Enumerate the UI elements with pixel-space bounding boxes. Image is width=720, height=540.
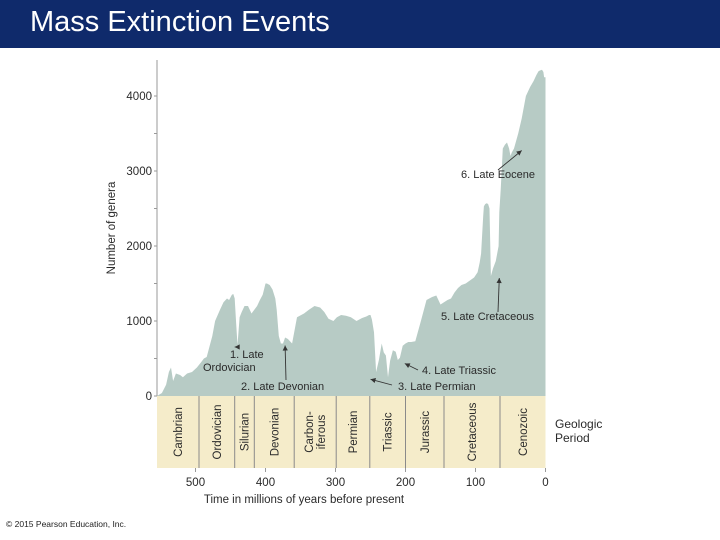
annotation-arrowhead — [370, 378, 377, 384]
period-label-ordovician: Ordovician — [212, 405, 224, 460]
annotation-label: 1. Late — [230, 349, 264, 361]
period-label-line: iferous — [316, 414, 328, 449]
period-label-line: Devonian — [269, 408, 281, 457]
x-tick-label: 400 — [256, 477, 275, 489]
geologic-period-heading: Period — [555, 431, 590, 445]
period-label-devonian: Devonian — [269, 408, 281, 457]
period-label-silurian: Silurian — [240, 413, 252, 451]
y-tick-label: 0 — [146, 391, 152, 403]
annotation-arrowhead — [516, 150, 522, 156]
x-axis-label: Time in millions of years before present — [204, 494, 405, 506]
geologic-period-heading: Geologic — [555, 417, 602, 431]
period-label-cambrian: Cambrian — [173, 407, 185, 457]
x-tick-label: 100 — [466, 477, 485, 489]
period-label-permian: Permian — [348, 411, 360, 454]
period-label-line: Jurassic — [420, 411, 432, 453]
annotation-late-devonian: 2. Late Devonian — [241, 345, 324, 393]
annotation-late-triassic: 4. Late Triassic — [404, 363, 496, 377]
copyright-text: © 2015 Pearson Education, Inc. — [6, 519, 127, 529]
period-label-cenozoic: Cenozoic — [518, 408, 530, 456]
y-tick-label: 4000 — [126, 91, 152, 103]
annotation-label: 3. Late Permian — [398, 381, 476, 393]
annotation-arrow-line — [497, 150, 522, 171]
annotation-arrow-line — [284, 345, 287, 381]
annotation-arrowhead — [496, 278, 502, 284]
annotation-late-eocene: 6. Late Eocene — [461, 150, 535, 181]
period-label-line: Silurian — [240, 413, 252, 451]
period-label-cretaceous: Cretaceous — [467, 402, 479, 461]
annotation-late-cretaceous: 5. Late Cretaceous — [441, 277, 534, 323]
period-band-layer — [157, 396, 546, 468]
annotation-label: 4. Late Triassic — [422, 365, 496, 377]
period-label-jurassic: Jurassic — [420, 411, 432, 453]
annotation-label: 2. Late Devonian — [241, 381, 324, 393]
period-label-layer: Cambrian Ordovician Silurian Devonian Carbon… — [173, 396, 602, 468]
annotation-arrow-line — [497, 277, 500, 313]
title-bar: Mass Extinction Events — [0, 0, 720, 48]
period-label-carboniferous: Carbon-iferous — [304, 411, 328, 453]
period-label-triassic: Triassic — [383, 412, 395, 451]
y-tick-label: 1000 — [126, 316, 152, 328]
annotation-label: 5. Late Cretaceous — [441, 311, 534, 323]
x-tick-label: 200 — [396, 477, 415, 489]
period-label-line: Permian — [348, 411, 360, 454]
x-tick-label: 0 — [542, 477, 548, 489]
period-label-line: Triassic — [383, 412, 395, 451]
period-label-line: Cenozoic — [518, 408, 530, 456]
geologic-period-band — [157, 396, 546, 468]
y-tick-label: 3000 — [126, 166, 152, 178]
x-tick-label: 300 — [326, 477, 345, 489]
period-label-line: Ordovician — [212, 405, 224, 460]
period-label-line: Cretaceous — [467, 402, 479, 461]
annotation-arrowhead — [282, 345, 288, 351]
genera-area-series — [157, 69, 546, 397]
x-tick-label: 500 — [186, 477, 205, 489]
area-layer — [157, 69, 546, 397]
period-label-line: Cambrian — [173, 407, 185, 457]
y-tick-label: 2000 — [126, 241, 152, 253]
annotation-label: Ordovician — [203, 362, 256, 374]
y-axis-label: Number of genera — [106, 181, 118, 274]
annotation-arrowhead — [234, 344, 240, 350]
annotation-late-permian: 3. Late Permian — [370, 378, 476, 393]
annotation-arrowhead — [404, 363, 411, 369]
page-title: Mass Extinction Events — [30, 6, 330, 38]
annotation-label: 6. Late Eocene — [461, 169, 535, 181]
period-label-line: Carbon- — [304, 411, 316, 453]
